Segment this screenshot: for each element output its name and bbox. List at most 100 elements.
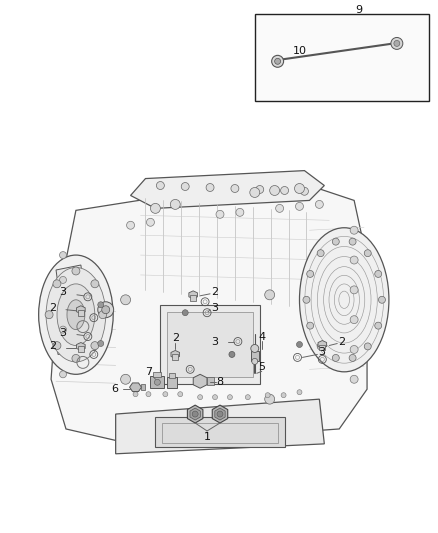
Circle shape (227, 394, 233, 400)
Circle shape (332, 354, 339, 361)
Text: 9: 9 (356, 5, 363, 14)
Circle shape (99, 311, 107, 319)
Circle shape (391, 37, 403, 50)
Bar (190, 295, 196, 301)
Circle shape (98, 302, 114, 318)
Bar (172, 354, 178, 360)
Text: 2: 2 (212, 287, 219, 297)
Circle shape (229, 351, 235, 358)
Circle shape (163, 392, 168, 397)
Text: 8: 8 (216, 377, 223, 387)
Text: 3: 3 (60, 328, 67, 337)
Bar (167, 312, 253, 377)
Circle shape (102, 306, 110, 314)
Circle shape (265, 394, 275, 404)
Text: 3: 3 (212, 303, 219, 313)
Polygon shape (116, 399, 324, 454)
Circle shape (317, 249, 324, 257)
Circle shape (297, 390, 302, 394)
Polygon shape (215, 408, 225, 420)
Text: 4: 4 (258, 332, 265, 342)
Polygon shape (187, 405, 203, 423)
Circle shape (350, 375, 358, 383)
Circle shape (127, 221, 134, 229)
Text: 2: 2 (49, 342, 57, 351)
Text: 3: 3 (318, 348, 325, 358)
Polygon shape (77, 343, 85, 351)
Circle shape (394, 41, 400, 46)
Bar (150, 376, 164, 388)
Bar (141, 384, 145, 390)
Bar (207, 377, 214, 385)
Text: 5: 5 (258, 362, 265, 373)
Circle shape (349, 354, 356, 361)
Text: 6: 6 (111, 384, 118, 394)
Circle shape (281, 393, 286, 398)
Circle shape (350, 316, 358, 324)
Circle shape (281, 187, 289, 195)
Circle shape (245, 394, 250, 400)
Circle shape (250, 188, 260, 197)
Circle shape (231, 184, 239, 192)
Bar (255, 14, 429, 101)
Circle shape (206, 183, 214, 191)
Circle shape (272, 55, 283, 67)
Polygon shape (56, 336, 83, 354)
Bar (155, 417, 285, 447)
Polygon shape (318, 341, 327, 349)
Circle shape (296, 203, 304, 211)
Circle shape (146, 219, 155, 226)
Circle shape (60, 326, 67, 333)
Polygon shape (189, 291, 198, 299)
Circle shape (300, 187, 308, 195)
Ellipse shape (57, 284, 95, 345)
Circle shape (350, 256, 358, 264)
Bar (251, 351, 259, 361)
Circle shape (72, 354, 80, 362)
Polygon shape (77, 306, 85, 314)
Text: 2: 2 (338, 336, 345, 346)
Circle shape (378, 296, 385, 303)
Text: 7: 7 (145, 367, 152, 377)
Circle shape (375, 270, 381, 277)
Circle shape (98, 341, 104, 346)
Circle shape (120, 374, 131, 384)
Circle shape (294, 183, 304, 193)
Polygon shape (51, 185, 367, 444)
Circle shape (91, 280, 99, 288)
Circle shape (212, 394, 218, 400)
Text: 2: 2 (49, 303, 57, 313)
Circle shape (198, 394, 203, 400)
Circle shape (252, 358, 258, 365)
Circle shape (156, 182, 164, 190)
Polygon shape (193, 374, 207, 388)
Circle shape (350, 286, 358, 294)
Circle shape (265, 290, 275, 300)
Text: 10: 10 (293, 46, 307, 56)
Polygon shape (212, 405, 228, 423)
Ellipse shape (46, 268, 106, 362)
Polygon shape (190, 408, 200, 420)
Circle shape (133, 392, 138, 397)
Bar (160, 305, 260, 384)
Bar (162, 423, 278, 443)
Circle shape (307, 270, 314, 277)
Circle shape (251, 344, 259, 352)
Circle shape (216, 211, 224, 219)
Circle shape (170, 199, 180, 209)
Circle shape (146, 392, 151, 397)
Circle shape (150, 204, 160, 213)
Circle shape (45, 311, 53, 319)
Bar (78, 346, 84, 352)
Circle shape (332, 238, 339, 245)
Bar (78, 310, 84, 316)
Circle shape (364, 249, 371, 257)
Circle shape (270, 185, 279, 196)
Circle shape (315, 200, 323, 208)
Circle shape (236, 208, 244, 216)
Polygon shape (171, 351, 180, 358)
Ellipse shape (300, 228, 389, 372)
Ellipse shape (67, 300, 85, 329)
Circle shape (265, 393, 270, 398)
Circle shape (350, 345, 358, 353)
